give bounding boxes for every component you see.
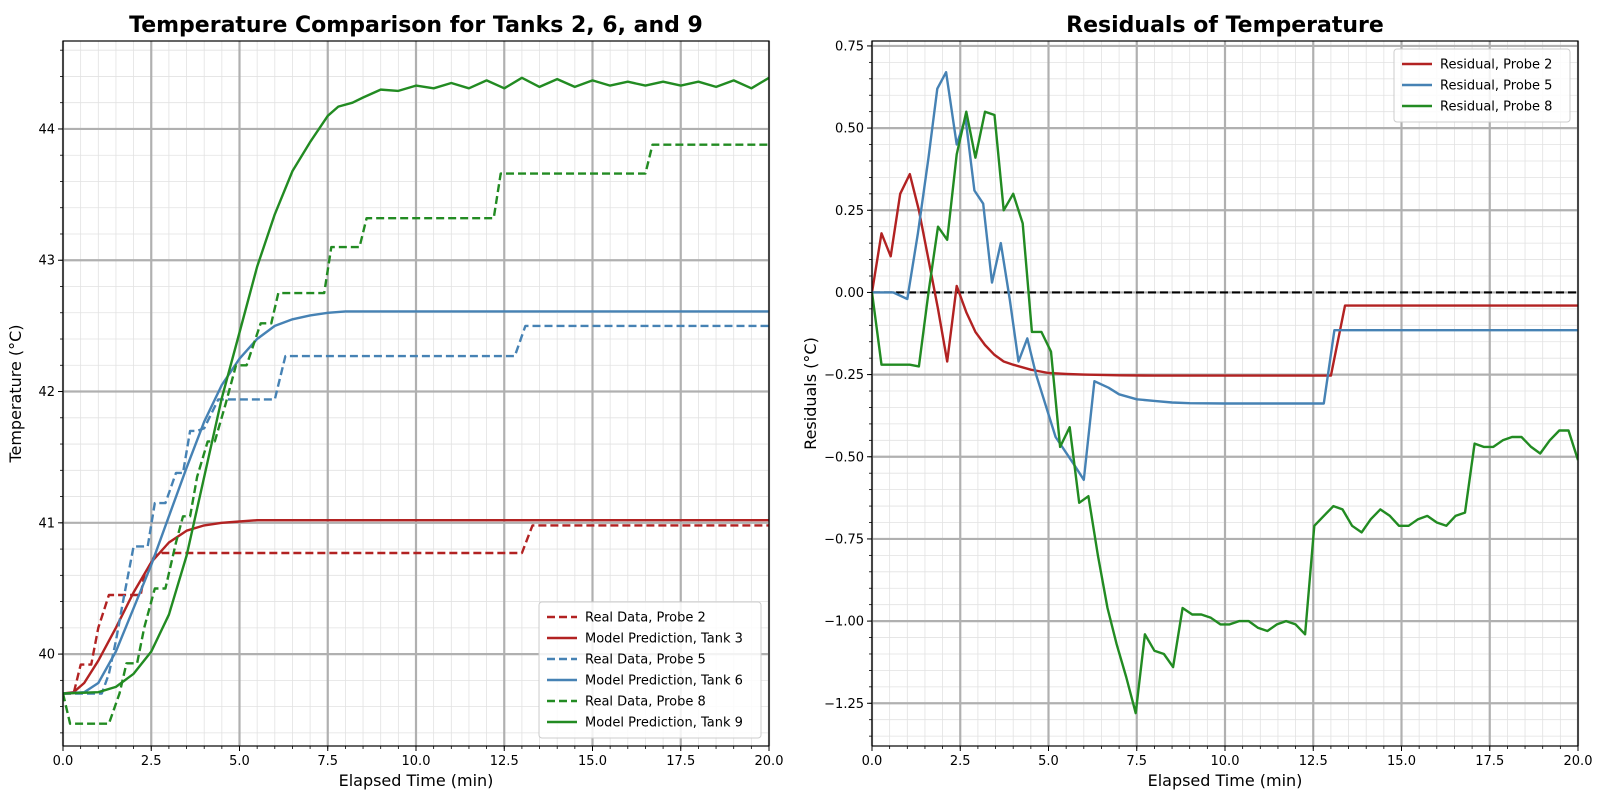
legend-label: Real Data, Probe 5 (585, 653, 706, 668)
y-axis-label: Temperature (°C) (6, 324, 25, 463)
y-tick-label: −0.75 (824, 532, 864, 547)
x-tick-label: 7.5 (317, 754, 338, 769)
series-line (63, 143, 769, 725)
x-tick-label: 17.5 (1475, 754, 1504, 769)
x-tick-label: 5.0 (229, 754, 250, 769)
series-line (63, 76, 769, 695)
series-line (63, 324, 769, 695)
x-tick-label: 10.0 (402, 754, 431, 769)
series-line (63, 519, 769, 695)
y-tick-label: 0.75 (835, 39, 864, 54)
y-tick-label: −1.00 (824, 615, 864, 630)
legend-label: Model Prediction, Tank 3 (585, 632, 743, 647)
x-tick-label: 15.0 (1387, 754, 1416, 769)
x-tick-label: 20.0 (1564, 754, 1593, 769)
y-axis-label: Residuals (°C) (801, 337, 820, 450)
legend-label: Model Prediction, Tank 6 (585, 674, 743, 689)
x-tick-label: 12.5 (1299, 754, 1328, 769)
y-tick-label: 0.00 (835, 286, 864, 301)
y-tick-label: 44 (38, 122, 55, 137)
temperature-comparison-chart: 0.0 2.5 5.0 7.5 10.0 12.5 15.0 17.5 20.0 40 41 42 43… (6, 13, 783, 790)
y-tick-label: −0.50 (824, 450, 864, 465)
legend-label: Residual, Probe 8 (1440, 100, 1552, 115)
series-group (872, 70, 1578, 715)
legend-label: Residual, Probe 5 (1440, 79, 1552, 94)
y-tick-label: 0.25 (835, 204, 864, 219)
series-line (63, 310, 769, 695)
y-tick-label: 40 (38, 648, 55, 663)
chart-title: Residuals of Temperature (1066, 13, 1384, 38)
x-tick-label: 5.0 (1038, 754, 1059, 769)
series-line (63, 524, 769, 695)
x-tick-label: 2.5 (141, 754, 162, 769)
x-tick-label: 20.0 (755, 754, 784, 769)
residuals-chart: 0.0 2.5 5.0 7.5 10.0 12.5 15.0 17.5 20.0 0.75 0.50… (801, 13, 1592, 790)
x-tick-label: 12.5 (490, 754, 519, 769)
x-tick-label: 10.0 (1211, 754, 1240, 769)
x-tick-label: 15.0 (578, 754, 607, 769)
series-group (63, 76, 769, 725)
y-tick-label: 43 (38, 254, 55, 269)
series-line (872, 110, 1578, 715)
y-tick-label: 42 (38, 385, 55, 400)
y-tick-label: −0.25 (824, 368, 864, 383)
x-axis-label: Elapsed Time (min) (1148, 771, 1303, 790)
x-tick-label: 2.5 (950, 754, 971, 769)
x-tick-label: 17.5 (666, 754, 695, 769)
y-tick-label: 41 (38, 516, 55, 531)
y-tick-label: −1.25 (824, 697, 864, 712)
x-axis-label: Elapsed Time (min) (339, 771, 494, 790)
legend-label: Model Prediction, Tank 9 (585, 716, 743, 731)
legend-label: Residual, Probe 2 (1440, 58, 1552, 73)
legend: Real Data, Probe 2 Model Prediction, Tank… (538, 601, 762, 739)
legend-box (1393, 48, 1571, 123)
x-tick-label: 7.5 (1126, 754, 1147, 769)
y-tick-label: 0.50 (835, 122, 864, 137)
legend-label: Real Data, Probe 8 (585, 695, 706, 710)
series-line (872, 172, 1578, 377)
legend-box (538, 601, 762, 739)
legend-label: Real Data, Probe 2 (585, 611, 706, 626)
x-tick-label: 0.0 (53, 754, 74, 769)
legend: Residual, Probe 2 Residual, Probe 5 Residu… (1393, 48, 1571, 123)
series-line (872, 70, 1578, 481)
x-tick-label: 0.0 (862, 754, 883, 769)
chart-title: Temperature Comparison for Tanks 2, 6, a… (129, 13, 703, 38)
